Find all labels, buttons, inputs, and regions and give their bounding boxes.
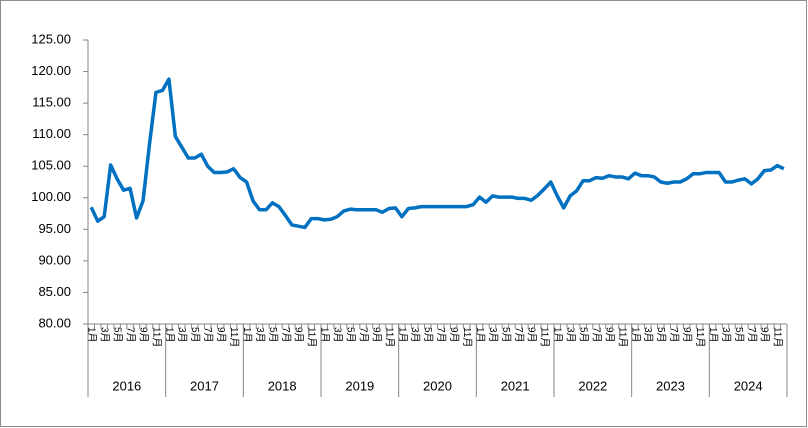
x-tick-label: 11月 [461,327,473,347]
x-tick-label: 5月 [733,327,745,343]
x-tick-label: 5月 [189,327,201,343]
x-tick-label: 1月 [629,327,641,343]
year-label: 2023 [656,378,685,393]
x-tick-label: 1月 [163,327,175,343]
year-label: 2024 [734,378,763,393]
x-tick-label: 9月 [370,327,382,343]
y-tick-label: 80.00 [38,315,71,330]
x-tick-label: 11月 [694,327,706,347]
y-tick-label: 90.00 [38,252,71,267]
x-tick-label: 11月 [383,327,395,347]
x-tick-label: 1月 [86,327,98,343]
x-tick-label: 3月 [565,327,577,343]
x-tick-label: 3月 [720,327,732,343]
x-tick-label: 7月 [357,327,369,343]
x-tick-label: 9月 [526,327,538,343]
x-tick-label: 7月 [513,327,525,343]
x-tick-label: 11月 [150,327,162,347]
x-tick-label: 5月 [655,327,667,343]
year-label: 2022 [578,378,607,393]
year-label: 2021 [501,378,530,393]
x-tick-label: 9月 [137,327,149,343]
year-label: 2016 [112,378,141,393]
x-tick-label: 9月 [681,327,693,343]
x-tick-label: 3月 [176,327,188,343]
x-tick-label: 3月 [409,327,421,343]
x-tick-label: 3月 [332,327,344,343]
x-tick-label: 1月 [707,327,719,343]
x-tick-label: 9月 [293,327,305,343]
x-tick-label: 3月 [99,327,111,343]
y-tick-label: 120.00 [31,63,71,78]
x-tick-label: 7月 [280,327,292,343]
x-tick-label: 7月 [590,327,602,343]
year-label: 2019 [345,378,374,393]
x-tick-label: 9月 [448,327,460,343]
y-tick-label: 95.00 [38,221,71,236]
x-tick-label: 5月 [267,327,279,343]
x-tick-label: 11月 [539,327,551,347]
line [89,77,785,230]
y-tick-label: 105.00 [31,158,71,173]
x-tick-label: 11月 [616,327,628,347]
x-tick-label: 1月 [241,327,253,343]
x-tick-label: 7月 [668,327,680,343]
y-tick-label: 100.00 [31,189,71,204]
y-tick-label: 125.00 [31,31,71,46]
x-tick-label: 5月 [500,327,512,343]
x-tick-label: 3月 [254,327,266,343]
x-tick-label: 3月 [487,327,499,343]
x-tick-label: 7月 [746,327,758,343]
y-tick-label: 110.00 [32,126,71,141]
x-tick-label: 7月 [202,327,214,343]
x-tick-label: 5月 [422,327,434,343]
x-tick-label: 7月 [435,327,447,343]
x-tick-label: 11月 [306,327,318,347]
x-tick-label: 9月 [215,327,227,343]
year-label: 2018 [268,378,297,393]
y-tick-label: 115.00 [32,95,71,110]
y-tick-label: 85.00 [38,284,71,299]
x-tick-label: 9月 [759,327,771,343]
x-tick-label: 3月 [642,327,654,343]
x-tick-label: 7月 [124,327,136,343]
year-label: 2020 [423,378,452,393]
x-tick-label: 1月 [474,327,486,343]
x-tick-label: 11月 [228,327,240,347]
x-tick-label: 1月 [552,327,564,343]
x-tick-label: 5月 [344,327,356,343]
x-tick-label: 11月 [772,327,784,347]
year-label: 2017 [190,378,219,393]
x-tick-label: 5月 [577,327,589,343]
x-tick-label: 1月 [319,327,331,343]
x-tick-label: 5月 [111,327,123,343]
x-tick-label: 1月 [396,327,408,343]
x-tick-label: 9月 [603,327,615,343]
